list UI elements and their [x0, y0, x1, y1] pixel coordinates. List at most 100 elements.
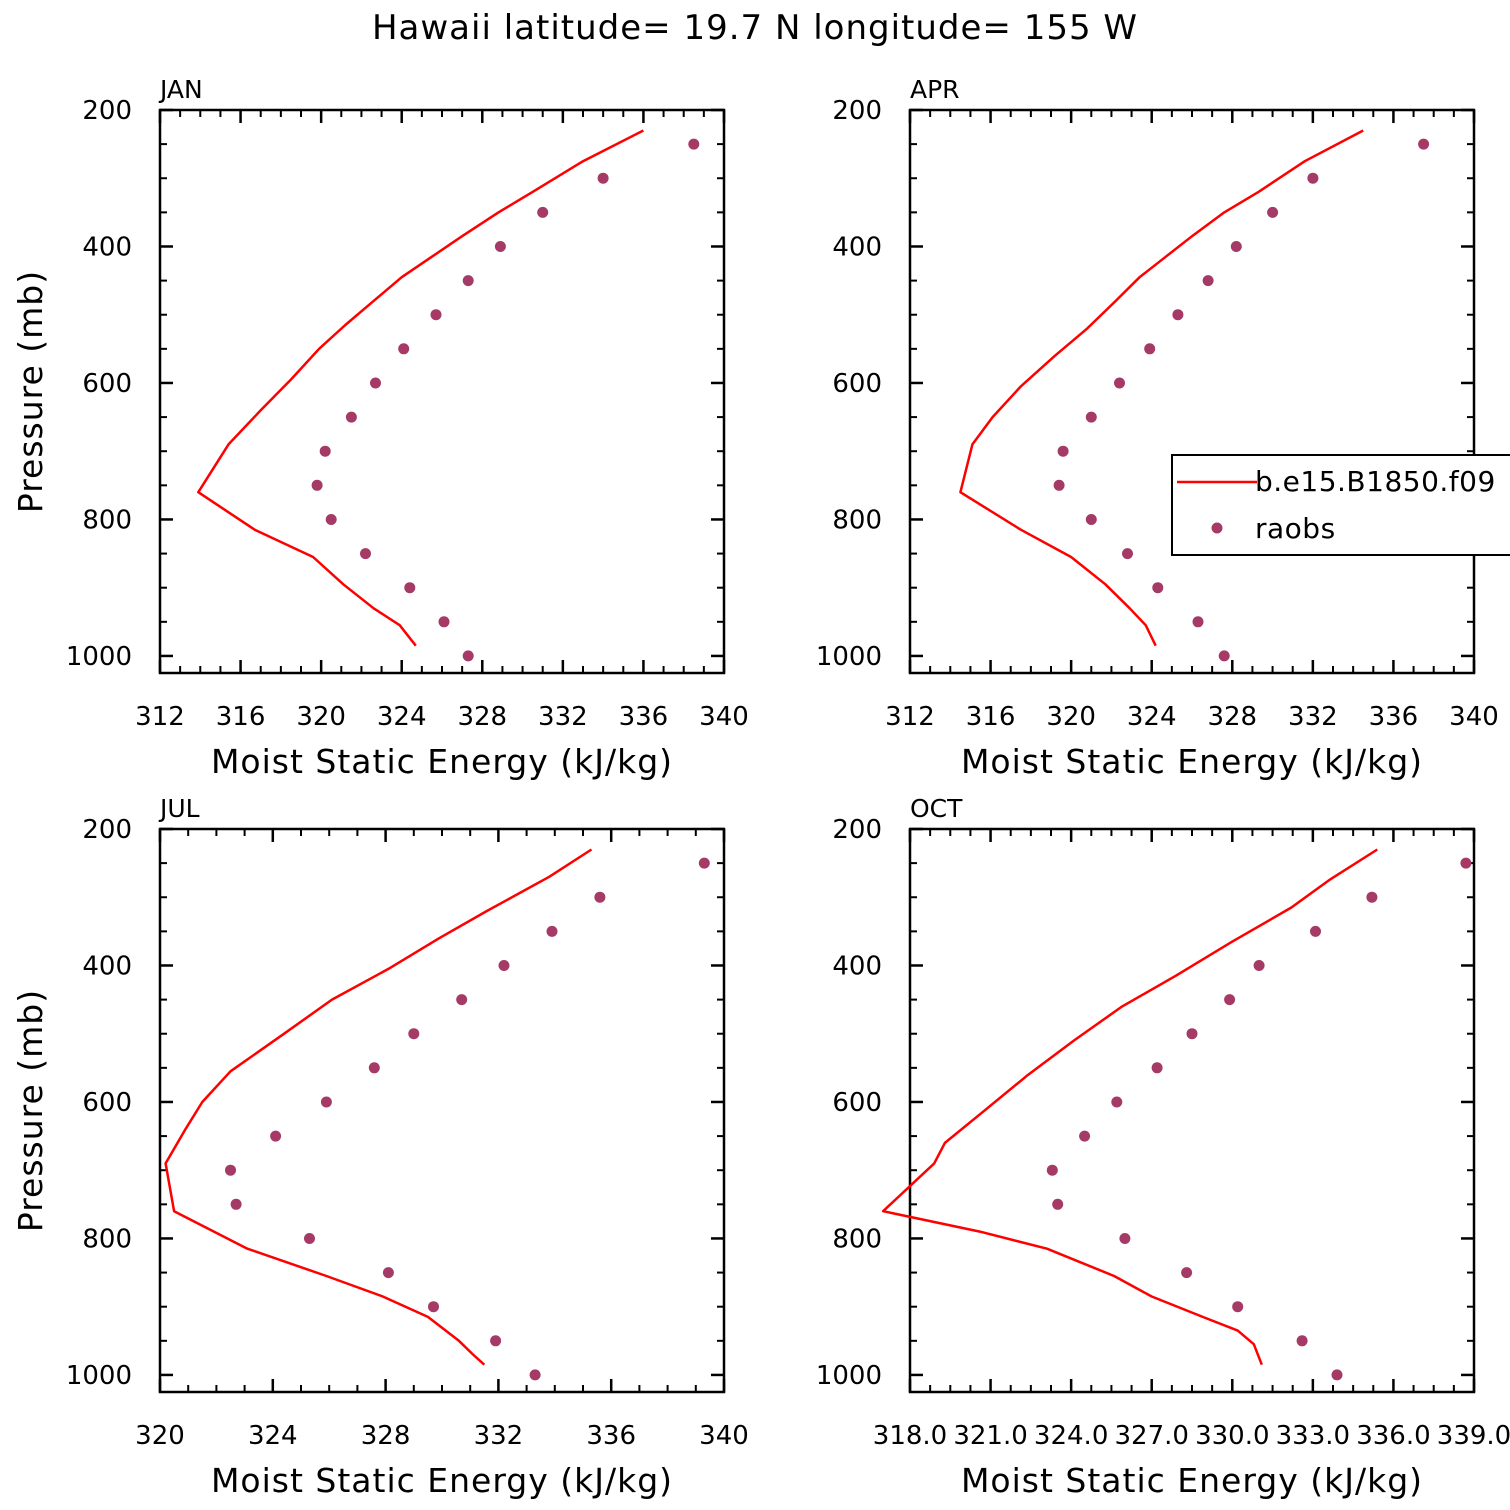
data-point-raobs [1114, 377, 1125, 389]
data-point-raobs [1122, 548, 1133, 560]
data-point-raobs [225, 1164, 236, 1176]
x-tick-label: 332 [474, 1421, 524, 1451]
x-tick-label: 336 [619, 702, 669, 732]
x-tick-label: 340 [699, 1421, 749, 1451]
data-point-raobs [360, 548, 371, 560]
chart-panels: 312 316 320 324 328 332 336 340 200 400 600 800 1000… [11, 75, 1510, 1500]
x-tick-label: 320 [1046, 702, 1096, 732]
data-point-raobs [430, 309, 442, 321]
data-point-raobs [1224, 994, 1236, 1006]
series-line-model [164, 848, 593, 1366]
series-line-model [197, 129, 644, 647]
y-tick-label: 1000 [66, 1361, 132, 1391]
x-tick-label: 321.0 [953, 1421, 1027, 1451]
x-tick-label: 330.0 [1195, 1421, 1269, 1451]
series-line-model [881, 848, 1378, 1366]
x-tick-label: 312 [885, 702, 935, 732]
data-point-raobs [494, 241, 506, 252]
plot-frame [908, 827, 1476, 1394]
y-tick-label: 600 [832, 1088, 882, 1118]
data-point-raobs [1053, 479, 1065, 491]
y-axis-label: Pressure (mb) [11, 270, 50, 513]
data-point-raobs [546, 925, 558, 937]
data-point-raobs [1218, 650, 1230, 662]
x-tick-label: 324 [248, 1421, 298, 1451]
data-point-raobs [597, 172, 609, 184]
data-point-raobs [498, 960, 510, 971]
y-tick-label: 800 [82, 1224, 132, 1254]
data-point-raobs [1079, 1130, 1091, 1142]
data-point-raobs [1192, 616, 1204, 628]
x-tick-label: 328 [361, 1421, 411, 1451]
x-tick-label: 316 [216, 702, 266, 732]
panel-title: JUL [158, 794, 200, 823]
data-point-raobs [398, 343, 410, 355]
y-tick-label: 600 [82, 1088, 132, 1118]
x-tick-label: 324.0 [1034, 1421, 1108, 1451]
y-tick-label: 400 [82, 232, 132, 262]
data-point-raobs [304, 1233, 315, 1244]
y-tick-label: 400 [832, 951, 882, 981]
data-point-raobs [1418, 138, 1430, 150]
data-point-raobs [1366, 891, 1378, 903]
y-tick-label: 1000 [66, 642, 132, 672]
data-point-raobs [1253, 960, 1265, 971]
data-point-raobs [1232, 1301, 1244, 1313]
chart-panel-apr: 312 316 320 324 328 332 336 340 200 400 600 800 1000… [816, 75, 1499, 781]
data-point-raobs [1151, 1062, 1163, 1074]
legend-label-model: b.e15.B1850.f09 [1255, 465, 1496, 498]
y-tick-label: 800 [832, 1224, 882, 1254]
data-point-raobs [1331, 1369, 1343, 1381]
y-tick-label: 200 [832, 815, 882, 845]
x-tick-label: 328 [1207, 702, 1257, 732]
x-tick-label: 340 [1449, 702, 1499, 732]
data-point-raobs [270, 1130, 282, 1142]
y-tick-label: 1000 [816, 642, 882, 672]
data-point-raobs [428, 1301, 439, 1313]
data-point-raobs [370, 377, 381, 389]
data-point-raobs [1085, 411, 1097, 423]
chart-panel-oct: 318.0 321.0 324.0 327.0 330.0 333.0 336.0 339.0… [816, 794, 1510, 1500]
x-tick-label: 339.0 [1437, 1421, 1510, 1451]
x-axis-label: Moist Static Energy (kJ/kg) [211, 1461, 673, 1500]
x-tick-label: 340 [699, 702, 749, 732]
data-point-raobs [319, 445, 331, 457]
data-point-raobs [1296, 1335, 1308, 1347]
data-point-raobs [1172, 309, 1184, 321]
y-tick-label: 800 [832, 505, 882, 535]
x-tick-label: 324 [1127, 702, 1177, 732]
data-point-raobs [529, 1369, 541, 1381]
data-point-raobs [1085, 514, 1097, 525]
y-tick-label: 800 [82, 505, 132, 535]
data-point-raobs [462, 275, 474, 287]
x-tick-label: 333.0 [1276, 1421, 1350, 1451]
data-point-raobs [698, 857, 710, 869]
legend-box [1171, 454, 1510, 556]
legend-dot-swatch [1211, 522, 1223, 534]
plot-frame [158, 108, 726, 675]
x-tick-label: 332 [1288, 702, 1338, 732]
data-point-raobs [1152, 582, 1164, 594]
y-tick-label: 200 [82, 96, 132, 126]
y-tick-label: 200 [832, 96, 882, 126]
data-point-raobs [1181, 1267, 1193, 1279]
x-axis-label: Moist Static Energy (kJ/kg) [961, 742, 1423, 781]
plot-frame [158, 827, 726, 1394]
panel-title: APR [910, 75, 960, 104]
data-point-raobs [345, 411, 357, 423]
x-tick-label: 316 [966, 702, 1016, 732]
x-axis-label: Moist Static Energy (kJ/kg) [211, 742, 673, 781]
y-tick-label: 600 [82, 369, 132, 399]
x-tick-label: 324 [377, 702, 427, 732]
data-point-raobs [1052, 1198, 1064, 1210]
series-line-model [959, 129, 1364, 647]
y-axis-label: Pressure (mb) [11, 989, 50, 1232]
data-point-raobs [1267, 206, 1279, 218]
data-point-raobs [438, 616, 450, 628]
y-tick-label: 200 [82, 815, 132, 845]
data-point-raobs [1119, 1233, 1131, 1244]
x-tick-label: 336 [1369, 702, 1419, 732]
data-point-raobs [320, 1096, 332, 1108]
x-tick-label: 327.0 [1114, 1421, 1188, 1451]
